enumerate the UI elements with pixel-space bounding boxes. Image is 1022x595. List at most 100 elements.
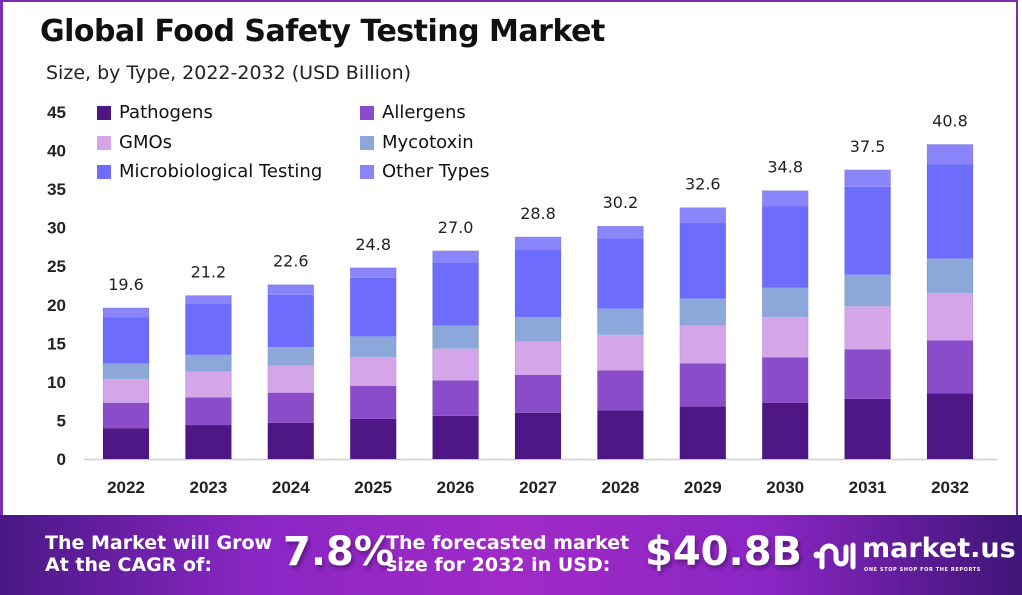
bar-outline	[761, 190, 809, 460]
bar-segment-microbiological-testing	[432, 262, 479, 326]
chart-title: Global Food Safety Testing Market	[40, 14, 605, 49]
legend-item-gmos: GMOs	[97, 132, 172, 153]
cagr-caption-line2: At the CAGR of:	[45, 554, 212, 576]
total-labels: 19.6 21.2 22.6 24.8 27.0 28.8 30.2 32.6 34.8 37.5…	[108, 111, 968, 293]
bar-segment-other-types	[515, 236, 561, 250]
total-label: 37.5	[850, 137, 886, 156]
y-axis: 0 5 10 15 20 25 30 35 40 45	[47, 103, 66, 469]
bar-segment-gmos	[844, 306, 891, 350]
x-axis: 2022 2023 2024 2025 2026 2027 2028 2029 2030 2031…	[107, 478, 969, 497]
bar-segment-allergens	[432, 380, 479, 416]
bar-segment-allergens	[844, 349, 891, 399]
y-tick-label: 0	[57, 450, 66, 469]
bar-segment-pathogens	[185, 425, 232, 459]
legend-swatch-other-types	[360, 164, 374, 179]
bar-segment-other-types	[679, 207, 726, 224]
bar-segment-allergens	[679, 363, 726, 407]
bar-segment-other-types	[597, 226, 644, 239]
bar-segment-gmos	[267, 365, 314, 393]
bar-segment-allergens	[927, 340, 973, 394]
y-tick-label: 10	[47, 373, 66, 392]
bar-segment-mycotoxin	[679, 298, 726, 326]
bar-segment-gmos	[679, 325, 726, 364]
y-tick-label: 20	[47, 296, 66, 315]
forecast-caption: The forecasted market size for 2032 in U…	[386, 532, 629, 576]
bar-segment-microbiological-testing	[267, 294, 314, 348]
x-tick-label: 2022	[107, 478, 145, 497]
legend-item-pathogens: Pathogens	[97, 102, 213, 123]
footer-banner: The Market will Grow At the CAGR of: 7.8…	[0, 515, 1022, 595]
bar-segment-pathogens	[597, 410, 644, 459]
bar-segment-allergens	[267, 392, 314, 423]
total-label: 34.8	[767, 158, 803, 177]
cagr-caption-line1: The Market will Grow	[45, 532, 273, 554]
bar-segment-allergens	[350, 385, 397, 419]
x-tick-label: 2026	[437, 478, 475, 497]
y-tick-label: 25	[47, 257, 66, 276]
bar-segment-mycotoxin	[597, 308, 644, 335]
bar-segment-mycotoxin	[350, 336, 397, 358]
bar-segment-microbiological-testing	[350, 277, 397, 337]
bar-segment-microbiological-testing	[762, 206, 809, 288]
bar-segment-microbiological-testing	[844, 186, 891, 275]
forecast-caption-line1: The forecasted market	[386, 532, 630, 554]
brand-name: market.us	[862, 533, 1016, 564]
bar-outline	[926, 143, 974, 460]
legend-swatch-microbiological-testing	[97, 164, 111, 179]
bar-segment-allergens	[597, 370, 644, 411]
bar-segment-pathogens	[515, 412, 561, 459]
bar-outline	[596, 225, 644, 460]
market-us-logo-icon	[813, 542, 856, 570]
y-tick-label: 45	[47, 103, 66, 122]
total-label: 30.2	[603, 193, 639, 212]
bar-outline	[102, 307, 150, 460]
bar-outline	[432, 250, 480, 460]
bar-segment-mycotoxin	[515, 317, 561, 342]
bar-segment-allergens	[185, 397, 232, 426]
bar-segment-gmos	[927, 293, 973, 341]
bar-segment-mycotoxin	[844, 274, 891, 307]
legend-swatch-gmos	[97, 135, 111, 150]
bar-outline	[267, 284, 315, 460]
x-tick-label: 2030	[766, 478, 804, 497]
bar-segment-other-types	[350, 267, 397, 278]
x-tick-label: 2029	[684, 478, 722, 497]
bar-segment-microbiological-testing	[185, 304, 232, 355]
cagr-value: 7.8%	[283, 529, 394, 575]
forecast-value: $40.8B	[645, 529, 803, 575]
total-label: 28.8	[520, 204, 556, 223]
bar-segment-gmos	[350, 357, 397, 386]
bar-segment-microbiological-testing	[927, 164, 973, 259]
bar-segment-other-types	[762, 190, 809, 207]
legend-item-microbiological-testing: Microbiological Testing	[97, 161, 322, 182]
cagr-caption: The Market will Grow At the CAGR of:	[45, 532, 272, 576]
x-tick-label: 2024	[272, 478, 310, 497]
bar-segment-pathogens	[762, 402, 809, 459]
bar-outline	[184, 295, 232, 460]
bar-segment-other-types	[432, 250, 479, 263]
legend-swatch-mycotoxin	[360, 135, 374, 150]
y-tick-label: 15	[47, 334, 66, 353]
bar-segment-mycotoxin	[927, 258, 973, 294]
forecast-caption-line2: size for 2032 in USD:	[386, 554, 611, 576]
bar-outline	[514, 236, 562, 460]
bar-segment-mycotoxin	[103, 363, 149, 379]
bar-segment-mycotoxin	[185, 354, 232, 372]
bar-segment-allergens	[515, 374, 561, 413]
bar-segment-microbiological-testing	[515, 249, 561, 318]
x-tick-label: 2028	[601, 478, 639, 497]
bar-segment-gmos	[597, 334, 644, 371]
x-tick-label: 2023	[189, 478, 227, 497]
legend-swatch-pathogens	[97, 105, 111, 120]
bar-segment-microbiological-testing	[597, 238, 644, 309]
total-label: 24.8	[355, 235, 391, 254]
y-tick-label: 35	[47, 180, 66, 199]
bar-segment-pathogens	[927, 393, 973, 459]
bar-segment-other-types	[844, 169, 891, 187]
bar-segment-gmos	[103, 378, 149, 403]
bar-segment-other-types	[185, 295, 232, 305]
total-label: 27.0	[438, 218, 474, 237]
bar-segment-gmos	[432, 348, 479, 381]
legend-label: Allergens	[382, 102, 466, 123]
x-tick-label: 2032	[931, 478, 969, 497]
